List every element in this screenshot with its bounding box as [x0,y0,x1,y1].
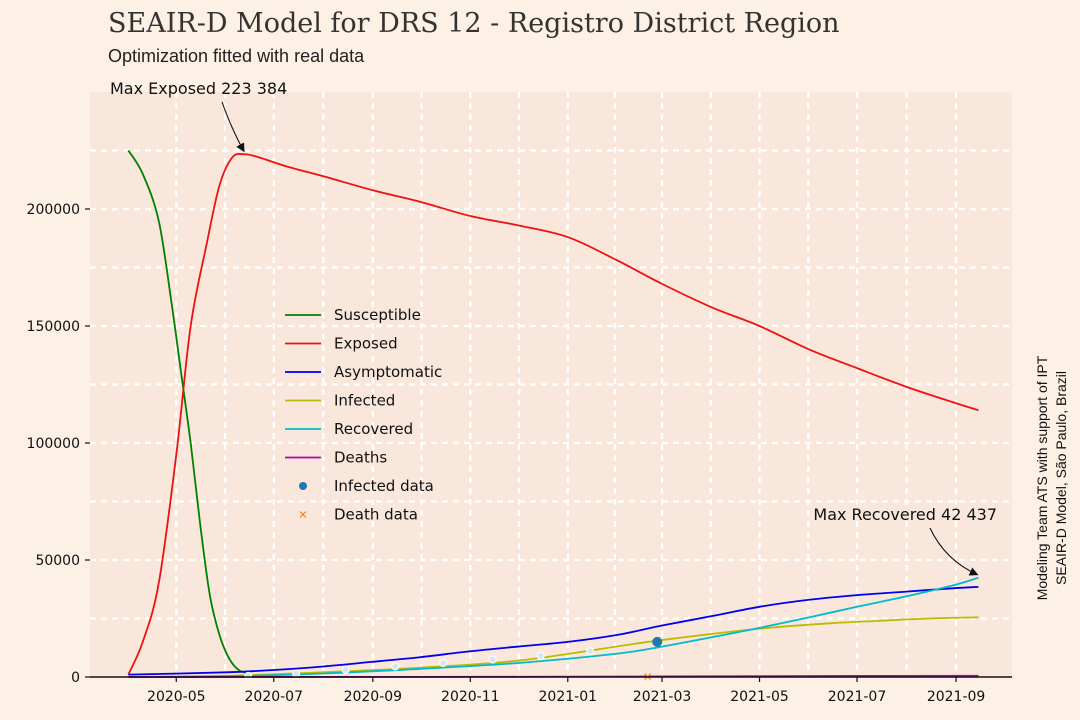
legend-label: Deaths [334,449,387,467]
infected-data-point [292,669,301,678]
legend-label: Death data [334,506,418,524]
series-line-recovered [128,576,979,678]
infected-data-point [652,636,663,647]
legend-label: Infected data [334,477,434,495]
y-tick-label: 150000 [27,319,80,335]
annotation-max-exposed: Max Exposed 223 384 [110,79,287,153]
x-tick-label: 2021-07 [828,689,887,705]
annotation-max-recovered: Max Recovered 42 437 [813,505,997,576]
legend-item-infected_data: Infected data [299,477,434,495]
legend-swatch [299,482,307,490]
legend-label: Infected [334,392,395,410]
x-ticks: 2020-05 2020-07 2020-09 2020-11 2021-01 2021-… [147,677,985,705]
legend-item-recovered: Recovered [285,420,413,438]
x-tick-label: 2021-09 [927,689,986,705]
infected-data-point [439,658,448,667]
series-line-asymptomatic [128,586,979,676]
infected-data-point [341,665,350,674]
x-tick-label: 2021-05 [730,689,789,705]
infected-data-point [244,671,253,680]
annotation-arrow [929,527,979,576]
legend-label: Recovered [334,420,413,438]
infected-data-point [586,647,595,656]
series-line-susceptible [127,150,249,675]
y-tick-label: 200000 [27,202,80,218]
legend-swatch [299,511,307,518]
credit-line-2: SEAIR-D Model, São Paulo, Brazil [1053,371,1069,585]
credit-line-1: Modeling Team ATS with support of IPT [1034,355,1050,600]
legend-item-death_data: Death data [299,506,418,524]
infected-data-point [391,662,400,671]
chart-title: SEAIR-D Model for DRS 12 - Registro Dist… [108,8,840,39]
y-tick-label: 50000 [35,553,80,569]
y-tick-label: 0 [71,670,80,686]
annotation-label: Max Exposed 223 384 [110,79,287,98]
x-tick-label: 2021-01 [539,689,598,705]
y-ticks: 0 50000 100000 150000 200000 [27,202,90,686]
x-tick-label: 2020-05 [147,689,206,705]
infected-data-point [536,651,545,660]
legend-label: Susceptible [334,306,421,324]
infected-data-point [488,655,497,664]
chart-subtitle: Optimization fitted with real data [108,46,365,66]
legend-item-deaths: Deaths [285,449,387,467]
legend-item-susceptible: Susceptible [285,306,421,324]
x-tick-label: 2020-07 [245,689,304,705]
legend-label: Exposed [334,335,398,353]
legend-item-exposed: Exposed [285,335,398,353]
series-line-exposed [127,153,979,676]
annotations: Max Exposed 223 384 Max Recovered 42 437 [110,79,997,576]
y-tick-label: 100000 [27,436,80,452]
plot-area [90,92,1012,677]
legend-label: Asymptomatic [334,363,442,381]
grid [90,92,1012,677]
legend: Susceptible Exposed Asymptomatic Infected Re… [285,306,442,524]
x-tick-label: 2021-03 [633,689,692,705]
x-tick-label: 2020-09 [344,689,403,705]
x-tick-label: 2020-11 [441,689,500,705]
annotation-label: Max Recovered 42 437 [813,505,997,524]
legend-item-asymptomatic: Asymptomatic [285,363,442,381]
annotation-arrow [221,101,245,153]
legend-item-infected: Infected [285,392,395,410]
